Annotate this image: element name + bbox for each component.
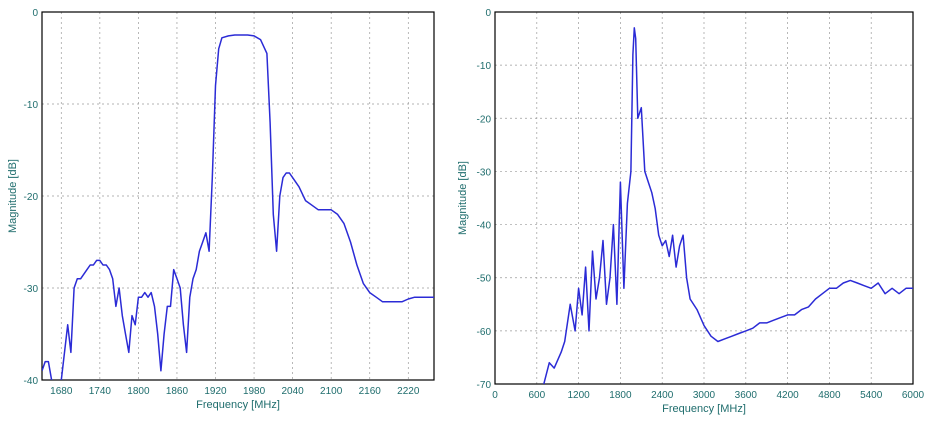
x-tick-label: 2220 bbox=[397, 386, 420, 397]
x-tick-label: 3600 bbox=[735, 390, 758, 401]
y-tick-label: -50 bbox=[477, 274, 492, 285]
x-tick-label: 0 bbox=[492, 390, 498, 401]
x-tick-label: 2100 bbox=[320, 386, 343, 397]
plot-frame bbox=[41, 11, 435, 381]
x-axis-label: Frequency [MHz] bbox=[196, 399, 280, 411]
x-tick-label: 5400 bbox=[860, 390, 883, 401]
y-tick-label: -60 bbox=[477, 327, 492, 338]
y-tick-label: -70 bbox=[477, 380, 492, 391]
series-line bbox=[543, 27, 913, 384]
series-line bbox=[42, 34, 434, 380]
y-tick-label: -10 bbox=[24, 100, 39, 111]
y-tick-label: -30 bbox=[24, 284, 39, 295]
x-tick-label: 6000 bbox=[902, 390, 925, 401]
x-tick-label: 1800 bbox=[609, 390, 632, 401]
x-tick-label: 600 bbox=[528, 390, 545, 401]
x-axis-label: Frequency [MHz] bbox=[662, 403, 746, 415]
y-tick-label: 0 bbox=[32, 8, 38, 19]
y-tick-label: -20 bbox=[24, 192, 39, 203]
plot-frame bbox=[494, 11, 914, 385]
x-tick-label: 3000 bbox=[693, 390, 716, 401]
y-tick-label: -10 bbox=[477, 61, 492, 72]
x-tick-label: 1980 bbox=[243, 386, 266, 397]
x-tick-label: 1200 bbox=[567, 390, 590, 401]
x-tick-label: 4200 bbox=[776, 390, 799, 401]
x-tick-label: 2040 bbox=[281, 386, 304, 397]
y-tick-label: 0 bbox=[485, 8, 491, 19]
y-axis-label: Magnitude [dB] bbox=[457, 161, 469, 235]
x-tick-label: 1740 bbox=[89, 386, 112, 397]
x-tick-label: 1680 bbox=[50, 386, 73, 397]
y-tick-label: -30 bbox=[477, 167, 492, 178]
chart-panel-1: 1680 1740 1800 1860 1920 1980 2040 2100 2160 2220… bbox=[7, 8, 435, 411]
x-tick-label: 1860 bbox=[166, 386, 189, 397]
x-tick-label: 2160 bbox=[359, 386, 382, 397]
x-tick-label: 2400 bbox=[651, 390, 674, 401]
y-axis-label: Magnitude [dB] bbox=[7, 159, 19, 233]
y-tick-label: -40 bbox=[24, 376, 39, 387]
chart-panel-2: 0 600 1200 1800 2400 3000 3600 4200 4800 5400 6000… bbox=[457, 8, 925, 415]
y-tick-label: -40 bbox=[477, 221, 492, 232]
x-tick-label: 4800 bbox=[818, 390, 841, 401]
x-tick-label: 1920 bbox=[204, 386, 227, 397]
x-tick-label: 1800 bbox=[127, 386, 150, 397]
y-tick-label: -20 bbox=[477, 114, 492, 125]
